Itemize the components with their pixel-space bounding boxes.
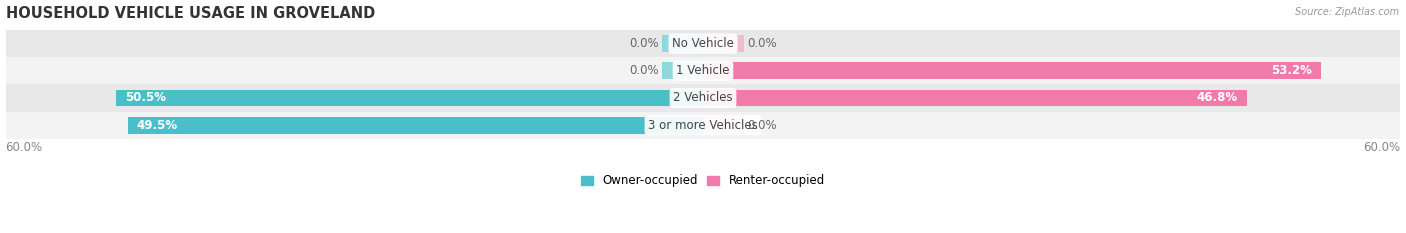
- Text: 2 Vehicles: 2 Vehicles: [673, 91, 733, 104]
- Bar: [662, 35, 703, 52]
- Bar: [662, 62, 703, 79]
- Bar: [128, 117, 703, 134]
- Text: 53.2%: 53.2%: [1271, 64, 1312, 77]
- Text: 1 Vehicle: 1 Vehicle: [676, 64, 730, 77]
- Text: Source: ZipAtlas.com: Source: ZipAtlas.com: [1295, 7, 1399, 17]
- Bar: [6, 84, 1400, 112]
- Text: 50.5%: 50.5%: [125, 91, 166, 104]
- Bar: [703, 117, 744, 134]
- Bar: [6, 30, 1400, 57]
- Text: 0.0%: 0.0%: [747, 119, 776, 132]
- Text: 0.0%: 0.0%: [630, 64, 659, 77]
- Bar: [6, 57, 1400, 84]
- Text: HOUSEHOLD VEHICLE USAGE IN GROVELAND: HOUSEHOLD VEHICLE USAGE IN GROVELAND: [6, 6, 375, 21]
- Bar: [6, 112, 1400, 139]
- Bar: [703, 62, 1322, 79]
- Text: No Vehicle: No Vehicle: [672, 37, 734, 50]
- Text: 3 or more Vehicles: 3 or more Vehicles: [648, 119, 758, 132]
- Text: 0.0%: 0.0%: [747, 37, 776, 50]
- Bar: [115, 89, 703, 106]
- Legend: Owner-occupied, Renter-occupied: Owner-occupied, Renter-occupied: [576, 170, 830, 192]
- Text: 60.0%: 60.0%: [6, 140, 42, 154]
- Text: 0.0%: 0.0%: [630, 37, 659, 50]
- Text: 49.5%: 49.5%: [136, 119, 179, 132]
- Bar: [703, 35, 744, 52]
- Text: 46.8%: 46.8%: [1197, 91, 1237, 104]
- Bar: [703, 89, 1247, 106]
- Text: 60.0%: 60.0%: [1364, 140, 1400, 154]
